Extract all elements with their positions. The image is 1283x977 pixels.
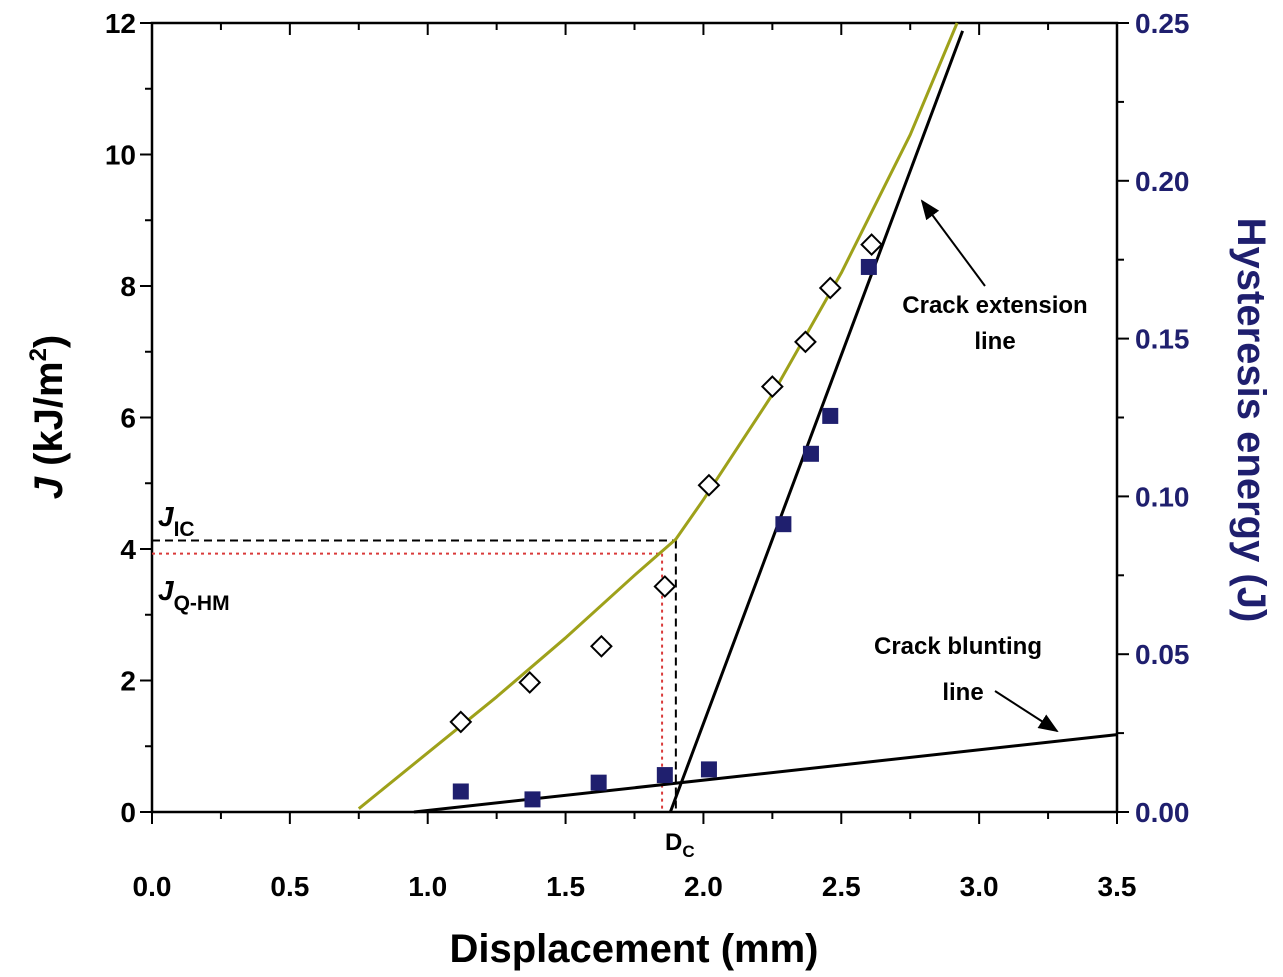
x-tick-label: 0.0 <box>133 871 172 902</box>
x-axis-title: Displacement (mm) <box>450 927 819 971</box>
x-tick-label: 3.5 <box>1098 871 1137 902</box>
dc-label: DC <box>665 829 695 861</box>
jic-label: JIC <box>158 501 195 541</box>
y-right-tick-label: 0.20 <box>1135 166 1190 197</box>
series-lines <box>357 22 1118 814</box>
hysteresis-point-marker <box>700 761 717 778</box>
hysteresis-point-marker <box>656 767 673 784</box>
y-left-title-italic: J <box>27 476 71 499</box>
hysteresis-point-marker <box>802 445 819 462</box>
j-point-marker <box>818 276 842 300</box>
x-tick-label: 1.0 <box>408 871 447 902</box>
jq-sub: Q-HM <box>174 592 230 615</box>
x-tick-label: 1.5 <box>546 871 585 902</box>
x-tick-label: 0.5 <box>270 871 309 902</box>
y-right-axis-title: Hysteresis energy (J) <box>1229 218 1273 623</box>
axis-ticks <box>140 22 1129 824</box>
j-point-marker <box>794 330 817 354</box>
hysteresis-point-marker <box>524 791 541 808</box>
crack-extension-label-line1: Crack extension <box>902 292 1087 319</box>
crack-extension-line <box>668 30 965 813</box>
hysteresis-point-marker <box>590 774 607 791</box>
crack-extension-label-line2: line <box>974 328 1015 355</box>
y-left-tick-label: 8 <box>120 271 136 302</box>
j-point-marker <box>860 233 884 256</box>
dc-main: D <box>665 829 682 856</box>
y-left-title-units: (kJ/m <box>27 361 71 477</box>
reference-lines <box>152 539 677 812</box>
y-left-title-close: ) <box>27 335 71 348</box>
j-point-marker <box>760 375 784 399</box>
j-point-marker <box>590 634 613 658</box>
y-right-tick-label: 0.15 <box>1135 324 1190 355</box>
y-left-tick-label: 10 <box>105 140 136 171</box>
crack-blunting-label-line1: Crack blunting <box>874 633 1042 660</box>
j-point-marker <box>653 575 677 598</box>
dc-sub: C <box>682 842 694 861</box>
jq-main: J <box>158 575 175 606</box>
hysteresis-point-marker <box>775 516 792 533</box>
j-point-marker <box>697 473 721 497</box>
y-left-tick-label: 0 <box>120 797 136 828</box>
x-tick-label: 3.0 <box>960 871 999 902</box>
y-left-tick-label: 12 <box>105 8 136 39</box>
crack-extension-arrow <box>920 199 986 287</box>
y-right-tick-label: 0.05 <box>1135 639 1190 670</box>
x-tick-label: 2.0 <box>684 871 723 902</box>
series-markers <box>449 233 884 808</box>
jic-main: J <box>158 501 175 532</box>
crack-blunting-label-line2: line <box>942 679 983 706</box>
tick-labels: 0.0 0.5 1.0 1.5 2.0 2.5 3.0 3.5 0 2 4 6 8 10 12 0.00 0.0… <box>105 8 1190 902</box>
hysteresis-point-marker <box>860 258 877 275</box>
y-right-tick-label: 0.00 <box>1135 797 1190 828</box>
j-point-marker <box>449 710 473 734</box>
hysteresis-point-marker <box>822 407 839 424</box>
y-left-title-sup: 2 <box>25 348 52 361</box>
j-fit-curve <box>357 22 959 810</box>
jic-sub: IC <box>174 518 195 541</box>
crack-blunting-arrow <box>994 690 1059 733</box>
jq-label: JQ-HM <box>158 575 230 615</box>
y-left-tick-label: 6 <box>120 403 136 434</box>
crack-blunting-line <box>413 733 1118 814</box>
y-right-tick-label: 0.10 <box>1135 481 1190 512</box>
j-point-marker <box>518 671 542 694</box>
y-right-tick-label: 0.25 <box>1135 8 1190 39</box>
x-tick-label: 2.5 <box>822 871 861 902</box>
hysteresis-point-marker <box>452 783 469 800</box>
y-left-axis-title: J (kJ/m2) <box>25 335 71 500</box>
y-left-tick-label: 4 <box>120 534 136 565</box>
y-left-tick-label: 2 <box>120 666 136 697</box>
